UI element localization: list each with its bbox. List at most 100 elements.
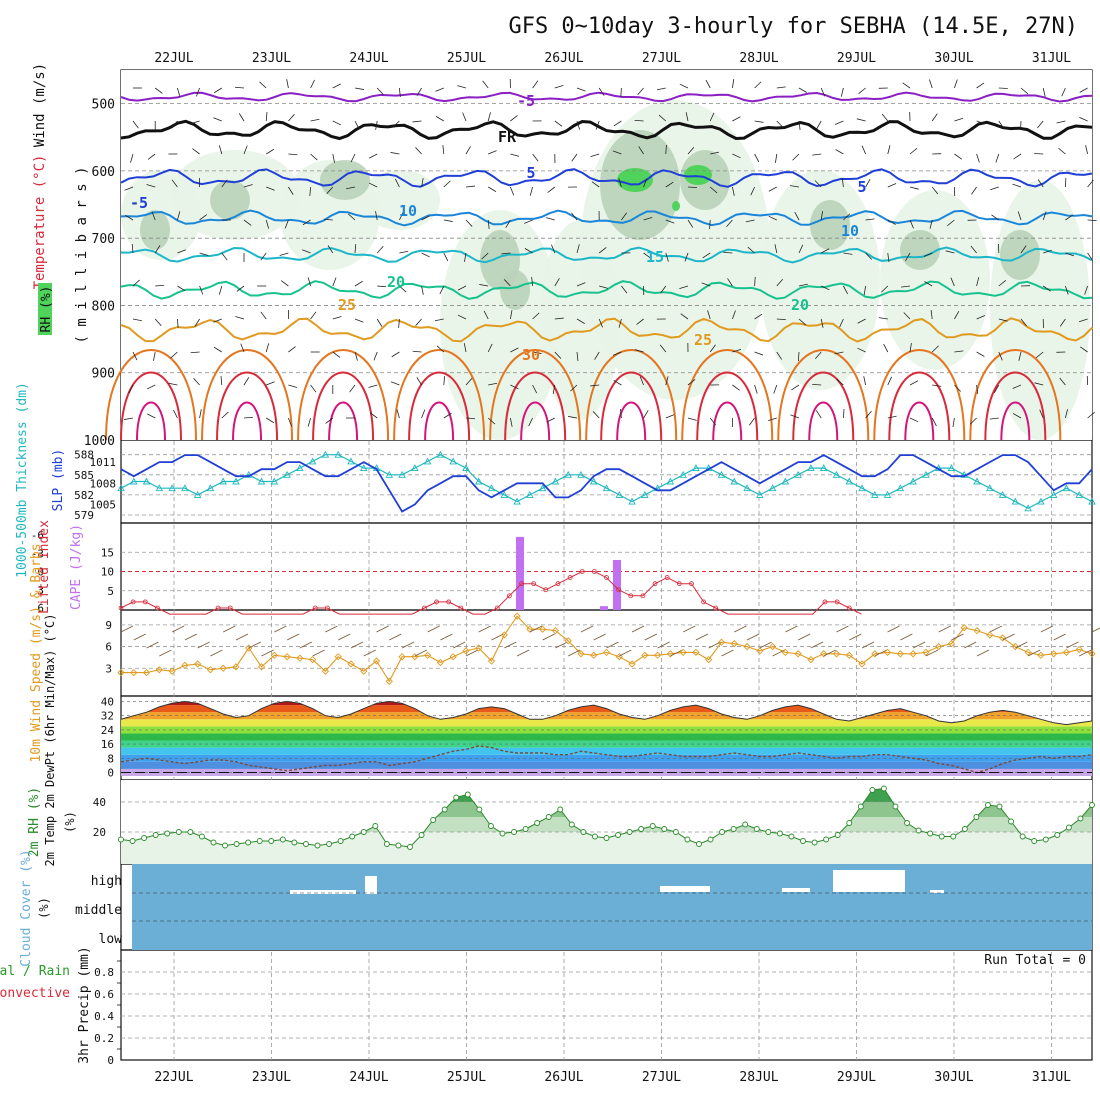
date-label-bottom: 25JUL [447, 1070, 486, 1085]
rh-point [569, 822, 574, 827]
rh-point [535, 821, 540, 826]
rh-point [119, 837, 124, 842]
precip-tick-label: 0.6 [94, 988, 114, 1001]
contour-label: 5 [526, 164, 535, 182]
contour-label: 30 [522, 346, 540, 364]
pressure-tick-label: 700 [92, 232, 115, 247]
pressure-tick-label: 1000 [84, 434, 115, 449]
axis-label-thickness: 1000-500mb Thickness (dm) [15, 382, 30, 578]
cloud-gap [365, 876, 377, 894]
date-label-bottom: 22JUL [154, 1070, 193, 1085]
contour-label: 25 [694, 331, 712, 349]
rh-shade-light [880, 190, 990, 370]
rh-point [246, 840, 251, 845]
rh-shade-mid [1000, 230, 1040, 280]
rh-point [662, 827, 667, 832]
axis-label-wind: Wind (m/s) [32, 63, 48, 147]
axis-label-temperature: Temperature (°C) [32, 155, 48, 290]
rh-shade-mid [900, 230, 940, 270]
rh-shade-mid [320, 160, 370, 200]
date-label-bottom: 23JUL [252, 1070, 291, 1085]
date-label-top: 26JUL [544, 51, 583, 66]
rh-point [142, 836, 147, 841]
rh-point [1066, 825, 1071, 830]
rh-point [396, 843, 401, 848]
date-label-top: 22JUL [154, 51, 193, 66]
date-label-bottom: 29JUL [837, 1070, 876, 1085]
contour-label: 10 [841, 222, 859, 240]
rh-point [338, 839, 343, 844]
rh-shade-mid [210, 180, 250, 220]
rh-panel [119, 780, 1095, 864]
date-label-top: 27JUL [642, 51, 681, 66]
rh-point [939, 834, 944, 839]
cape-bar [600, 606, 608, 610]
precip-tick-label: 0 [107, 1054, 114, 1067]
date-label-bottom: 31JUL [1032, 1070, 1071, 1085]
rh-point [257, 839, 262, 844]
rh-point [627, 830, 632, 835]
rh-point [1020, 834, 1025, 839]
rh-point [130, 839, 135, 844]
rh-point [881, 786, 886, 791]
rh-point [211, 840, 216, 845]
rh-point [870, 788, 875, 793]
slp-tick-label: 1008 [90, 477, 117, 490]
axis-label-cape: CAPE (J/kg) [69, 524, 84, 610]
rh-point [558, 807, 563, 812]
wind-tick-label: 6 [105, 641, 112, 654]
rh-point [292, 840, 297, 845]
temp-band [121, 733, 1092, 740]
rh-point [373, 824, 378, 829]
rh-point [280, 837, 285, 842]
contour-label: 5 [857, 178, 866, 196]
rh-point [350, 834, 355, 839]
rh-point [592, 834, 597, 839]
rh-point [523, 827, 528, 832]
rh-point [477, 807, 482, 812]
temp-tick-label: 24 [101, 724, 115, 737]
contour-label: -5 [517, 92, 535, 110]
precip-tick-label: 0.4 [94, 1010, 114, 1023]
date-label-bottom: 28JUL [739, 1070, 778, 1085]
rh-point [985, 803, 990, 808]
rh-point [743, 822, 748, 827]
temp-tick-label: 16 [101, 738, 114, 751]
rh-point [847, 821, 852, 826]
cloud-gap [782, 888, 810, 892]
rh-point [1055, 833, 1060, 838]
rh-shade-green [672, 201, 680, 211]
rh-point [442, 807, 447, 812]
cloud-fill [132, 864, 1092, 950]
rh-shade-light [760, 170, 880, 390]
rh-point [951, 834, 956, 839]
temp-tick-label: 0 [107, 766, 114, 779]
rh-point [858, 804, 863, 809]
contour-label: 20 [387, 273, 405, 291]
date-label-bottom: 26JUL [544, 1070, 583, 1085]
slp-tick-label: 1011 [90, 456, 117, 469]
cloud-gap [660, 886, 710, 892]
date-label-top: 23JUL [252, 51, 291, 66]
date-label-top: 25JUL [447, 51, 486, 66]
rh-point [165, 831, 170, 836]
rh-shade-green [684, 165, 712, 185]
axis-label-2m-rh: 2m RH (%) [27, 787, 42, 857]
axis-label-wind-speed: 10m Wind Speed (m/s) & Barbs [29, 543, 44, 762]
slp-tick-label: 1005 [90, 498, 117, 511]
axis-label-slp: SLP (mb) [51, 449, 66, 512]
rh-point [801, 839, 806, 844]
rh-point [905, 821, 910, 826]
precip-tick-label: 0.8 [94, 966, 114, 979]
cloud-tick-label: middle [75, 903, 122, 918]
cloud-tick-label: low [99, 932, 123, 947]
rh-point [303, 842, 308, 847]
rh-point [893, 804, 898, 809]
contour-label: 10 [399, 202, 417, 220]
wind-tick-label: 9 [105, 619, 112, 632]
rh-point [916, 828, 921, 833]
rh-point [754, 827, 759, 832]
cape-tick-label: 5 [107, 585, 114, 598]
